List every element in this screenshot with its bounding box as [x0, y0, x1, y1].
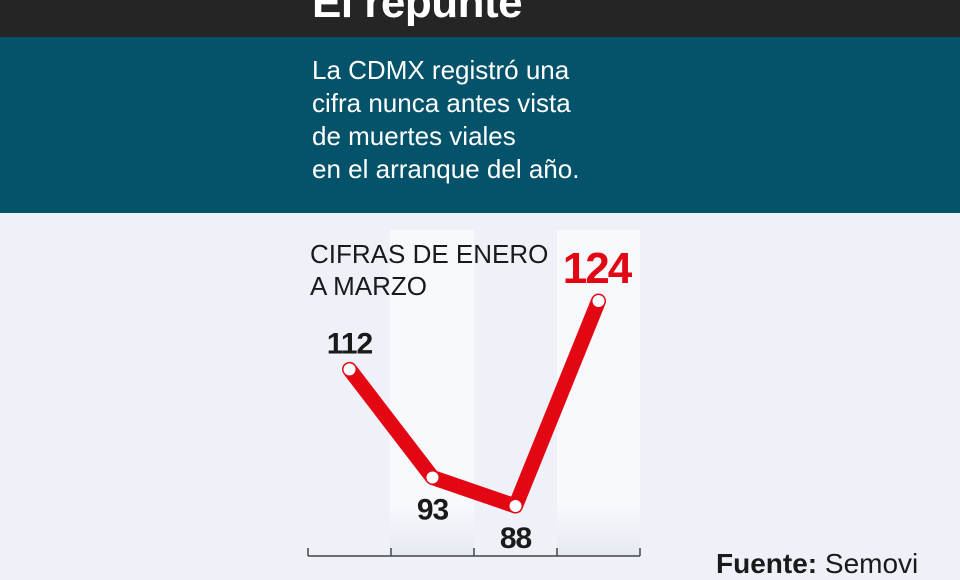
data-point	[343, 363, 356, 376]
data-label: 93	[417, 494, 449, 527]
source-label: Fuente:	[716, 548, 818, 579]
subtitle-line: cifra nunca antes vista	[312, 88, 571, 118]
data-label: 88	[500, 522, 532, 555]
series-line	[342, 293, 606, 514]
data-label: 124	[563, 244, 633, 293]
chart-title: CIFRAS DE ENERO A MARZO	[310, 238, 550, 302]
subtitle-line: en el arranque del año.	[312, 154, 580, 184]
column-band	[390, 230, 474, 555]
data-point	[426, 471, 439, 484]
subtitle-line: de muertes viales	[312, 121, 516, 151]
data-point	[509, 500, 522, 512]
source-note: Fuente: Semovi	[716, 548, 918, 580]
subtitle-line: La CDMX registró una	[312, 55, 570, 85]
chart-title-line: CIFRAS DE ENERO	[310, 239, 549, 269]
column-band	[557, 230, 640, 555]
page-title: El repunte	[312, 0, 523, 27]
subtitle-band: La CDMX registró una cifra nunca antes v…	[0, 37, 960, 213]
data-label: 112	[327, 327, 373, 360]
source-value: Semovi	[824, 548, 919, 579]
subtitle: La CDMX registró una cifra nunca antes v…	[312, 54, 672, 186]
header-bar: El repunte	[0, 0, 960, 37]
data-point	[592, 295, 605, 307]
chart-title-line: A MARZO	[310, 271, 428, 301]
